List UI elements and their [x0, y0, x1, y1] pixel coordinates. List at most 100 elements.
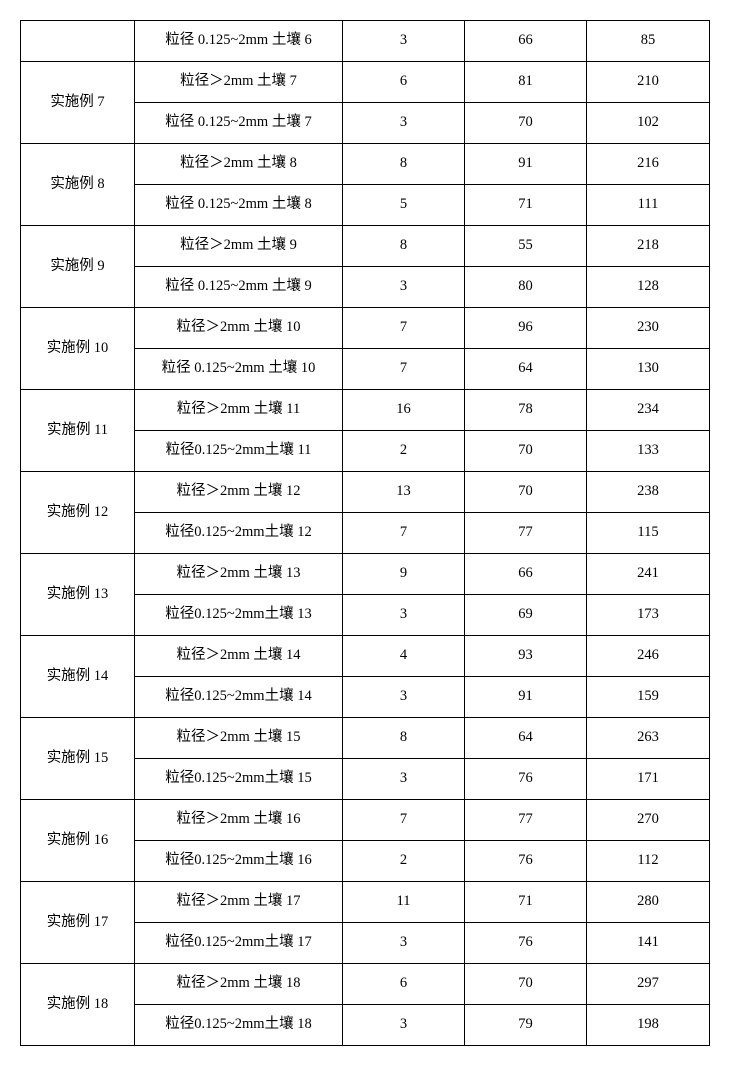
- value-cell: 5: [343, 185, 465, 226]
- description-cell: 粒径＞2mm 土壤 7: [135, 62, 343, 103]
- value-cell: 2: [343, 841, 465, 882]
- table-row: 粒径 0.125~2mm 土壤 636685: [21, 21, 710, 62]
- value-cell: 77: [465, 513, 587, 554]
- description-cell: 粒径＞2mm 土壤 16: [135, 800, 343, 841]
- description-cell: 粒径＞2mm 土壤 18: [135, 964, 343, 1005]
- value-cell: 159: [587, 677, 710, 718]
- value-cell: 218: [587, 226, 710, 267]
- description-cell: 粒径0.125~2mm土壤 17: [135, 923, 343, 964]
- value-cell: 115: [587, 513, 710, 554]
- value-cell: 55: [465, 226, 587, 267]
- description-cell: 粒径＞2mm 土壤 12: [135, 472, 343, 513]
- description-cell: 粒径0.125~2mm土壤 13: [135, 595, 343, 636]
- value-cell: 8: [343, 144, 465, 185]
- value-cell: 7: [343, 308, 465, 349]
- description-cell: 粒径＞2mm 土壤 13: [135, 554, 343, 595]
- group-label-cell: 实施例 7: [21, 62, 135, 144]
- value-cell: 71: [465, 882, 587, 923]
- value-cell: 112: [587, 841, 710, 882]
- table-row: 实施例 18粒径＞2mm 土壤 18670297: [21, 964, 710, 1005]
- value-cell: 78: [465, 390, 587, 431]
- value-cell: 79: [465, 1005, 587, 1046]
- description-cell: 粒径0.125~2mm土壤 15: [135, 759, 343, 800]
- value-cell: 64: [465, 349, 587, 390]
- table-row: 实施例 15粒径＞2mm 土壤 15864263: [21, 718, 710, 759]
- value-cell: 173: [587, 595, 710, 636]
- group-label-cell: 实施例 14: [21, 636, 135, 718]
- group-label-cell: [21, 21, 135, 62]
- value-cell: 230: [587, 308, 710, 349]
- table-row: 实施例 9粒径＞2mm 土壤 9855218: [21, 226, 710, 267]
- value-cell: 66: [465, 554, 587, 595]
- value-cell: 3: [343, 1005, 465, 1046]
- soil-data-table: 粒径 0.125~2mm 土壤 636685实施例 7粒径＞2mm 土壤 768…: [20, 20, 710, 1046]
- value-cell: 7: [343, 513, 465, 554]
- value-cell: 3: [343, 103, 465, 144]
- value-cell: 69: [465, 595, 587, 636]
- value-cell: 77: [465, 800, 587, 841]
- group-label-cell: 实施例 16: [21, 800, 135, 882]
- value-cell: 3: [343, 677, 465, 718]
- description-cell: 粒径 0.125~2mm 土壤 7: [135, 103, 343, 144]
- value-cell: 16: [343, 390, 465, 431]
- description-cell: 粒径＞2mm 土壤 11: [135, 390, 343, 431]
- value-cell: 93: [465, 636, 587, 677]
- value-cell: 7: [343, 800, 465, 841]
- group-label-cell: 实施例 18: [21, 964, 135, 1046]
- description-cell: 粒径0.125~2mm土壤 16: [135, 841, 343, 882]
- description-cell: 粒径 0.125~2mm 土壤 8: [135, 185, 343, 226]
- value-cell: 76: [465, 759, 587, 800]
- group-label-cell: 实施例 11: [21, 390, 135, 472]
- value-cell: 238: [587, 472, 710, 513]
- value-cell: 8: [343, 718, 465, 759]
- value-cell: 13: [343, 472, 465, 513]
- value-cell: 91: [465, 677, 587, 718]
- value-cell: 210: [587, 62, 710, 103]
- value-cell: 171: [587, 759, 710, 800]
- description-cell: 粒径＞2mm 土壤 10: [135, 308, 343, 349]
- description-cell: 粒径0.125~2mm土壤 12: [135, 513, 343, 554]
- group-label-cell: 实施例 9: [21, 226, 135, 308]
- table-row: 实施例 10粒径＞2mm 土壤 10796230: [21, 308, 710, 349]
- table-row: 实施例 13粒径＞2mm 土壤 13966241: [21, 554, 710, 595]
- group-label-cell: 实施例 8: [21, 144, 135, 226]
- value-cell: 6: [343, 62, 465, 103]
- value-cell: 241: [587, 554, 710, 595]
- description-cell: 粒径＞2mm 土壤 14: [135, 636, 343, 677]
- value-cell: 3: [343, 759, 465, 800]
- description-cell: 粒径 0.125~2mm 土壤 6: [135, 21, 343, 62]
- value-cell: 96: [465, 308, 587, 349]
- value-cell: 216: [587, 144, 710, 185]
- value-cell: 7: [343, 349, 465, 390]
- value-cell: 3: [343, 595, 465, 636]
- value-cell: 198: [587, 1005, 710, 1046]
- table-row: 实施例 7粒径＞2mm 土壤 7681210: [21, 62, 710, 103]
- value-cell: 91: [465, 144, 587, 185]
- value-cell: 141: [587, 923, 710, 964]
- value-cell: 6: [343, 964, 465, 1005]
- group-label-cell: 实施例 15: [21, 718, 135, 800]
- value-cell: 130: [587, 349, 710, 390]
- table-row: 实施例 17粒径＞2mm 土壤 171171280: [21, 882, 710, 923]
- table-row: 实施例 8粒径＞2mm 土壤 8891216: [21, 144, 710, 185]
- value-cell: 70: [465, 964, 587, 1005]
- value-cell: 70: [465, 431, 587, 472]
- description-cell: 粒径＞2mm 土壤 8: [135, 144, 343, 185]
- value-cell: 70: [465, 472, 587, 513]
- value-cell: 9: [343, 554, 465, 595]
- value-cell: 66: [465, 21, 587, 62]
- value-cell: 4: [343, 636, 465, 677]
- table-row: 实施例 16粒径＞2mm 土壤 16777270: [21, 800, 710, 841]
- group-label-cell: 实施例 17: [21, 882, 135, 964]
- value-cell: 128: [587, 267, 710, 308]
- description-cell: 粒径＞2mm 土壤 15: [135, 718, 343, 759]
- value-cell: 70: [465, 103, 587, 144]
- value-cell: 270: [587, 800, 710, 841]
- value-cell: 297: [587, 964, 710, 1005]
- value-cell: 76: [465, 923, 587, 964]
- table-row: 实施例 14粒径＞2mm 土壤 14493246: [21, 636, 710, 677]
- value-cell: 3: [343, 923, 465, 964]
- value-cell: 246: [587, 636, 710, 677]
- value-cell: 263: [587, 718, 710, 759]
- value-cell: 8: [343, 226, 465, 267]
